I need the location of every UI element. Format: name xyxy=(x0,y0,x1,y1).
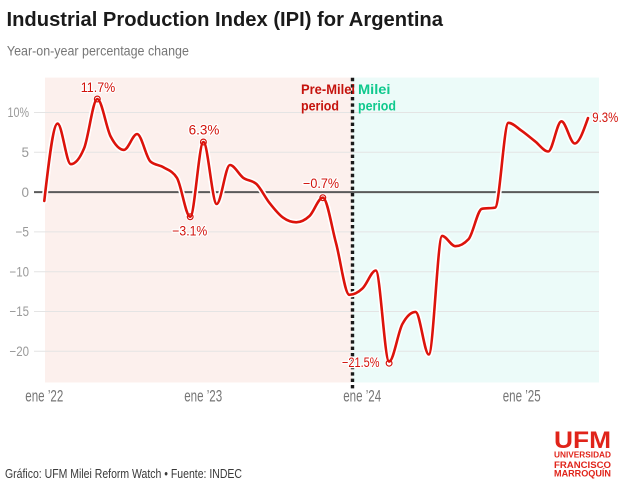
svg-text:−21.5%: −21.5% xyxy=(342,355,380,370)
svg-text:Year-on-year percentage change: Year-on-year percentage change xyxy=(7,43,189,59)
svg-text:−10: −10 xyxy=(10,264,30,279)
svg-text:ene ’22: ene ’22 xyxy=(25,387,63,405)
svg-text:Industrial Production Index (I: Industrial Production Index (IPI) for Ar… xyxy=(7,8,444,31)
svg-text:ene ’25: ene ’25 xyxy=(503,387,541,405)
svg-text:Milei: Milei xyxy=(358,81,391,97)
svg-text:−15: −15 xyxy=(10,304,30,319)
svg-text:MARROQUÍN: MARROQUÍN xyxy=(554,468,611,479)
svg-text:Pre-Milei: Pre-Milei xyxy=(301,81,355,97)
svg-text:period: period xyxy=(301,97,339,113)
svg-text:FRANCISCO: FRANCISCO xyxy=(554,459,611,470)
svg-text:UNIVERSIDAD: UNIVERSIDAD xyxy=(554,451,611,460)
svg-text:9.3%: 9.3% xyxy=(592,110,618,125)
svg-text:11.7%: 11.7% xyxy=(81,80,116,95)
svg-text:5: 5 xyxy=(21,145,29,160)
svg-text:0: 0 xyxy=(21,185,29,200)
svg-text:−5: −5 xyxy=(16,225,30,240)
svg-text:6.3%: 6.3% xyxy=(189,122,220,137)
svg-text:period: period xyxy=(358,97,396,113)
svg-text:−20: −20 xyxy=(10,344,30,359)
svg-text:−0.7%: −0.7% xyxy=(303,176,339,191)
svg-text:−3.1%: −3.1% xyxy=(172,223,207,238)
svg-text:ene ’24: ene ’24 xyxy=(343,387,381,405)
svg-text:10%: 10% xyxy=(8,105,30,120)
svg-text:ene ’23: ene ’23 xyxy=(184,387,222,405)
svg-text:Gráfico: UFM Milei Reform Watc: Gráfico: UFM Milei Reform Watch • Fuente… xyxy=(5,466,242,481)
svg-text:UFM: UFM xyxy=(554,427,611,454)
